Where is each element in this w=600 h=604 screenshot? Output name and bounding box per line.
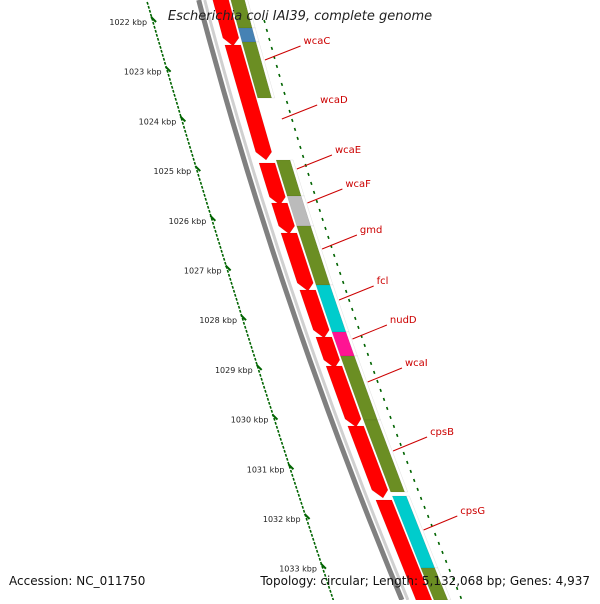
kbp-label: 1032 kbp — [263, 515, 301, 524]
kbp-label: 1033 kbp — [279, 565, 317, 574]
cds-block — [258, 162, 286, 206]
gene-leader-line — [321, 234, 358, 250]
gene-leader-line — [264, 45, 301, 61]
kbp-major-tick — [179, 115, 187, 123]
kbp-label: 1028 kbp — [199, 316, 237, 325]
gene-leader-line — [367, 367, 403, 383]
kbp-major-tick — [271, 413, 279, 421]
gene-label-cpsb: cpsB — [430, 427, 454, 438]
kbp-major-tick — [150, 16, 157, 23]
gene-track — [212, 0, 452, 604]
kbp-major-tick — [194, 165, 201, 172]
feature-edge — [255, 41, 276, 99]
gene-label-wcae: wcaE — [335, 145, 361, 156]
gene-leader-line — [281, 104, 318, 120]
kbp-major-tick — [320, 562, 327, 570]
gene-leader-line — [296, 154, 333, 170]
kbp-scale: 1022 kbp 1023 kbp 1024 kbp 1025 kbp 1026 kbp… — [109, 1, 463, 601]
gene-leader-line — [423, 515, 458, 531]
cds-block — [280, 232, 314, 292]
kbp-major-tick — [303, 513, 311, 520]
accession-label: Accession: NC_011750 — [9, 574, 146, 588]
topology-label: Topology: circular; Length: 5,132,068 bp… — [260, 574, 590, 588]
kbp-major-tick — [255, 364, 263, 371]
gene-label-cpsg: cpsG — [460, 506, 485, 517]
cds-block — [224, 44, 272, 161]
gene-leader-line — [338, 285, 374, 301]
gene-labels: wcaC wcaD wcaE wcaF gmd fcl nudD wcaI cpsB cpsG — [264, 36, 485, 531]
kbp-label: 1025 kbp — [154, 167, 192, 176]
kbp-major-tick — [240, 314, 247, 321]
gene-label-gmd: gmd — [360, 225, 382, 236]
kbp-label: 1031 kbp — [247, 465, 285, 474]
gene-label-wcad: wcaD — [320, 95, 348, 106]
feature-edge — [377, 419, 409, 493]
kbp-label: 1027 kbp — [184, 267, 222, 276]
gene-leader-line — [352, 324, 388, 340]
backbone-outer — [196, 0, 405, 601]
kbp-label: 1022 kbp — [109, 18, 147, 27]
kbp-label: 1024 kbp — [139, 117, 177, 126]
cds-block — [375, 499, 433, 604]
kbp-major-tick — [209, 215, 217, 222]
cds-block — [325, 365, 362, 428]
cds-block — [212, 0, 240, 47]
kbp-label: 1029 kbp — [215, 366, 253, 375]
outer-guide-ticks — [263, 19, 463, 600]
kbp-major-tick — [164, 65, 172, 73]
gene-label-nudd: nudD — [390, 315, 417, 326]
backbone-inner — [203, 0, 410, 601]
genome-title: Escherichia coli IAI39, complete genome — [167, 9, 433, 24]
kbp-major-tick — [224, 264, 232, 272]
gene-label-wcac: wcaC — [304, 36, 331, 47]
gene-label-fcl: fcl — [377, 276, 389, 287]
cds-block — [347, 425, 389, 499]
genome-backbone — [196, 0, 410, 601]
kbp-major-tick — [287, 463, 295, 471]
gene-leader-line — [392, 436, 428, 452]
kbp-label: 1026 kbp — [169, 217, 207, 226]
kbp-label: 1030 kbp — [231, 416, 269, 425]
gene-label-wcai: wcaI — [405, 358, 428, 369]
gene-label-wcaf: wcaF — [345, 179, 371, 190]
cds-block — [299, 289, 330, 339]
gene-leader-line — [307, 188, 343, 204]
cds-block — [315, 336, 341, 369]
kbp-label: 1023 kbp — [124, 68, 162, 77]
cds-block — [271, 202, 295, 235]
